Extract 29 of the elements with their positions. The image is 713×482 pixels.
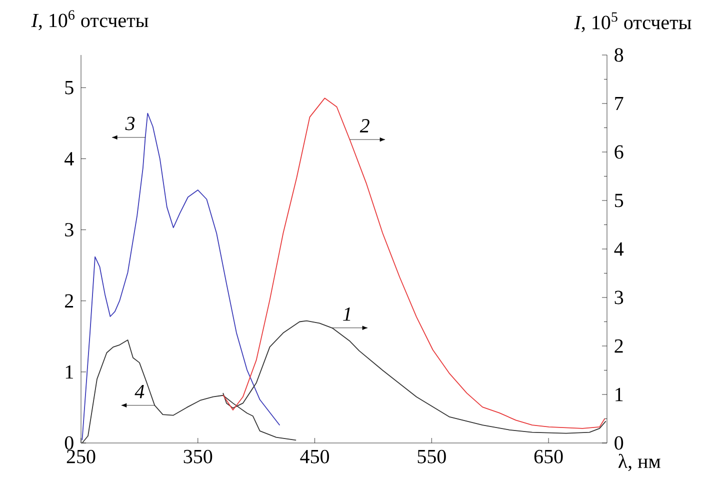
x-axis-title: λ, нм (618, 454, 660, 472)
y2-tick-label: 7 (615, 96, 624, 110)
x-tick-label: 350 (184, 450, 212, 464)
annotation: 1 (343, 307, 350, 321)
annotation: 2 (360, 119, 370, 132)
y2-tick-label: 5 (615, 194, 624, 208)
annotation: 4 (134, 384, 144, 398)
y-tick-label: 5 (65, 81, 74, 94)
y2-tick-label: 8 (614, 48, 624, 62)
line-series (222, 98, 606, 429)
annotation: 3 (125, 116, 135, 130)
x-tick-label: 650 (534, 450, 563, 464)
y2-tick-label: 1 (616, 388, 623, 402)
y-tick-label: 1 (66, 365, 73, 379)
x-tick-label: 250 (66, 450, 96, 464)
y-tick-label: 2 (65, 294, 74, 308)
y2-tick-label: 3 (614, 290, 624, 304)
x-tick-label: 450 (300, 450, 330, 464)
y2-tick-label: 2 (614, 339, 623, 353)
y-tick-label: 0 (64, 436, 74, 450)
line-series (82, 112, 280, 441)
y-tick-label: 4 (64, 152, 74, 166)
y2-tick-label: 6 (614, 145, 624, 159)
y2-axis-title: I, 10$^{5}$ отсчеты (574, 12, 692, 32)
x-tick-label: 550 (418, 450, 446, 464)
y-axis-title: I, 10$^{6}$ отсчеты (31, 10, 148, 30)
y2-tick-label: 4 (614, 242, 624, 256)
y2-tick-label: 0 (614, 436, 624, 450)
y-tick-label: 3 (65, 223, 74, 237)
